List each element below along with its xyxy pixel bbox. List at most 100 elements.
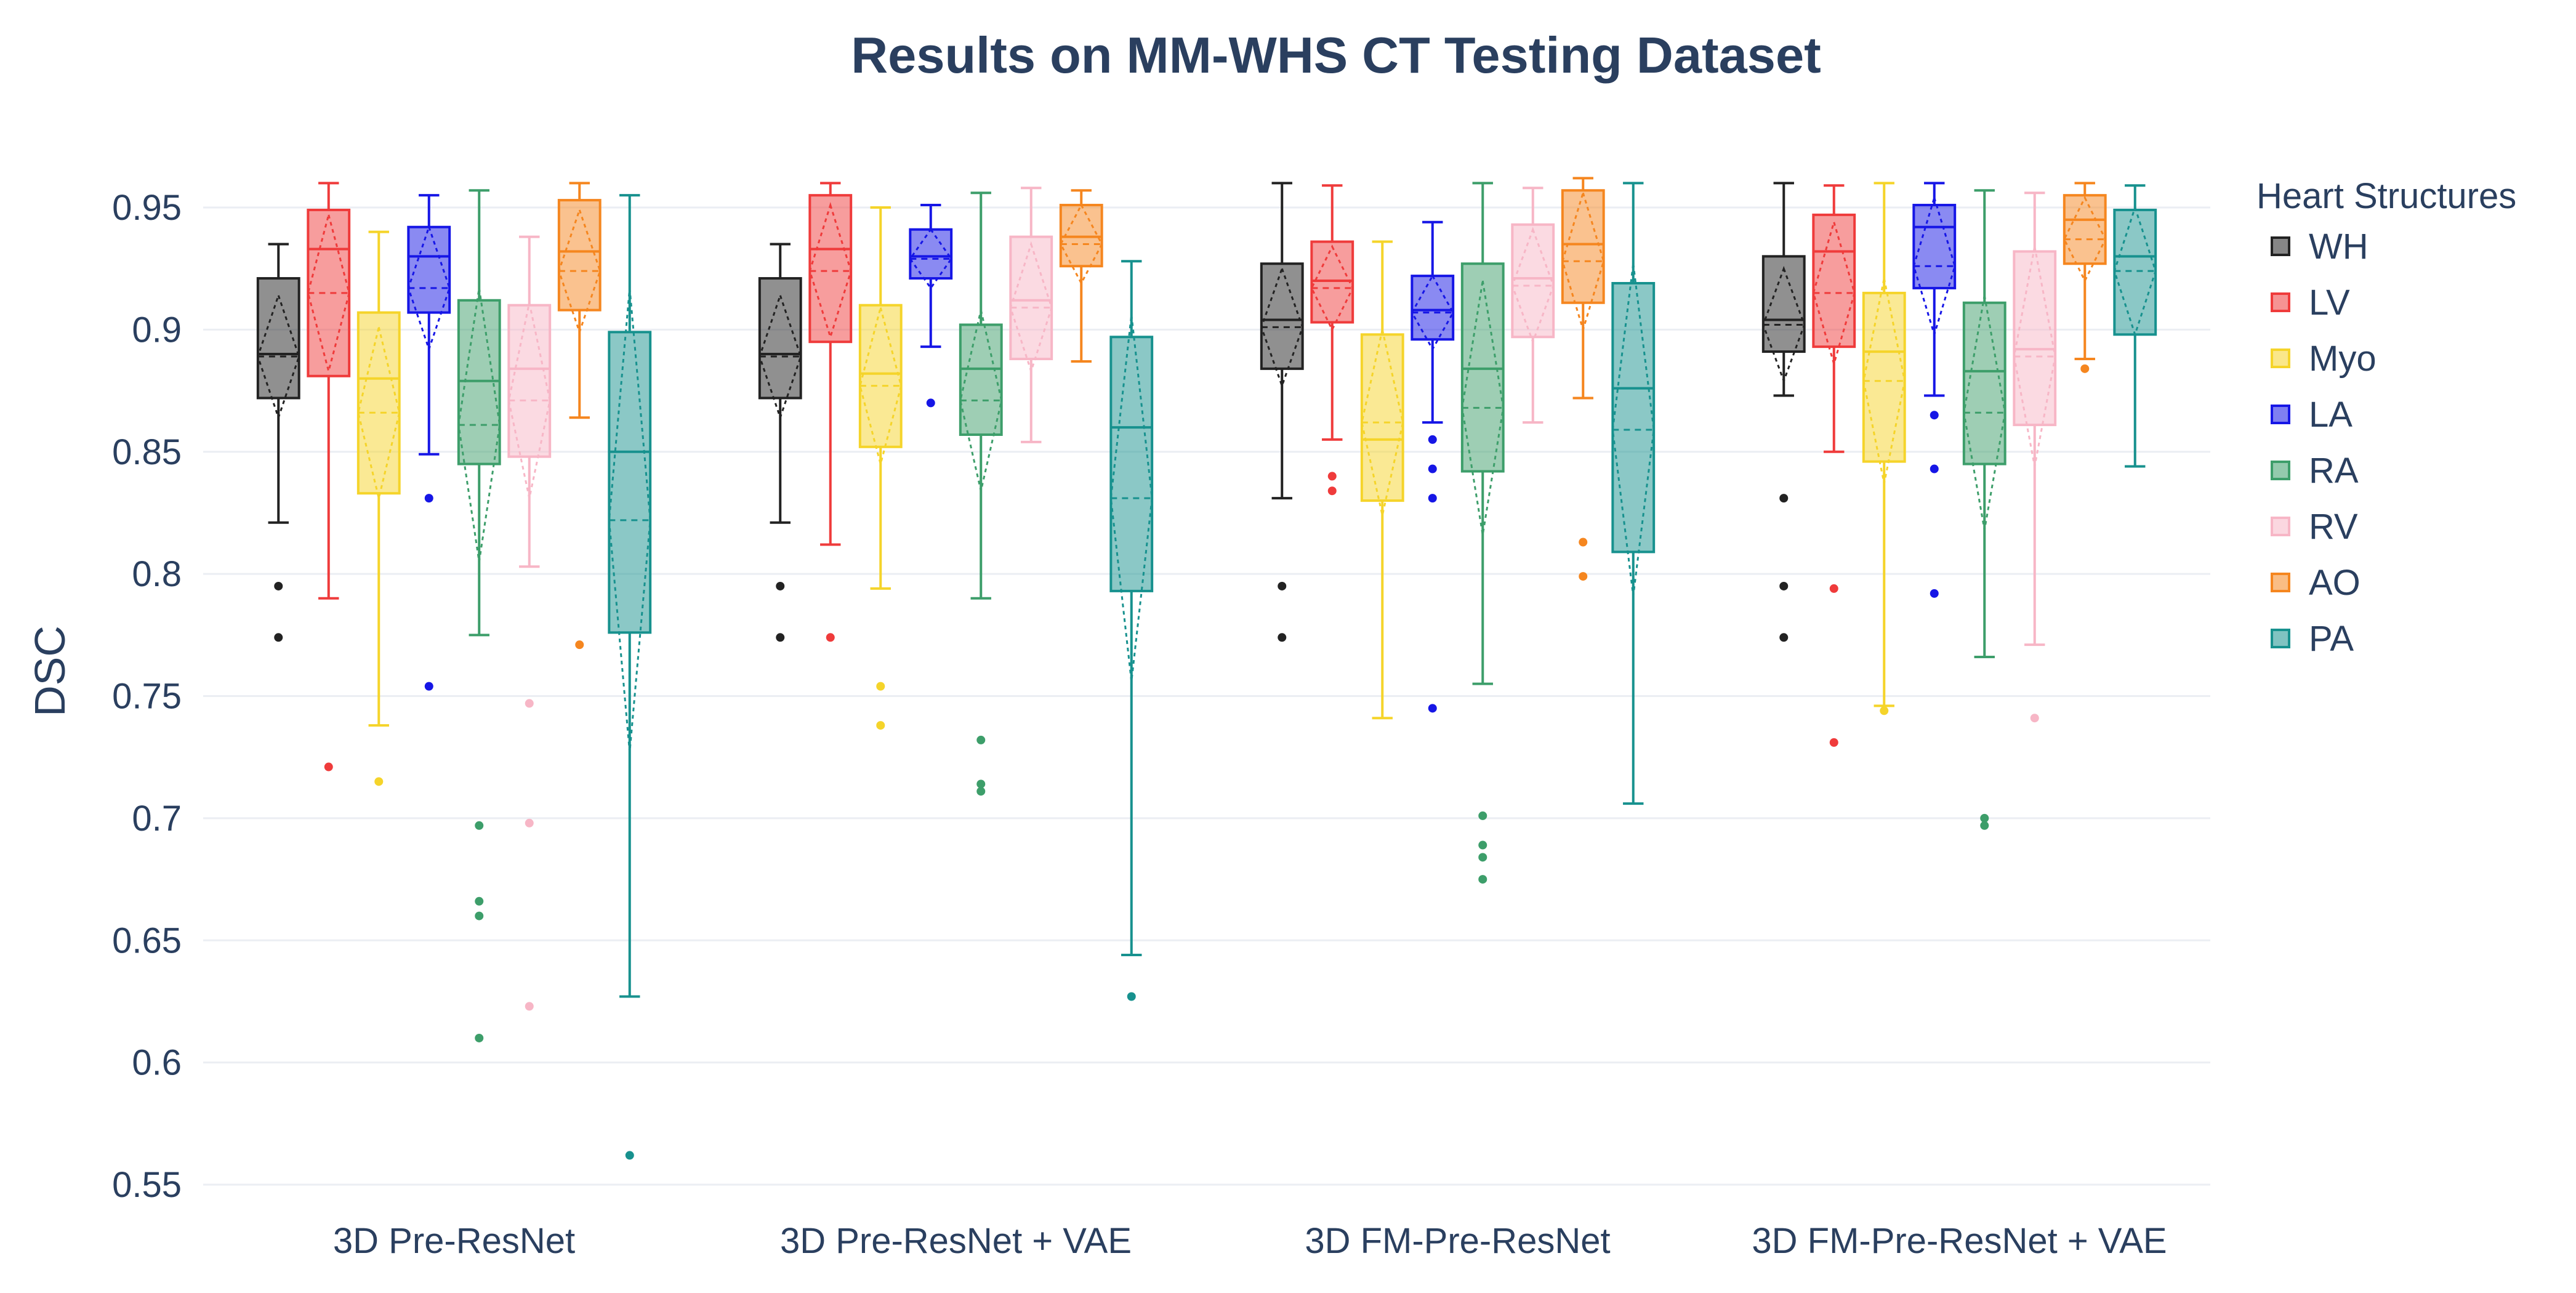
outlier-point [1930,411,1939,420]
box-la-2 [909,204,953,408]
box-body [1009,235,1053,360]
legend-label: Myo [2309,339,2377,379]
sd-diamond [2063,195,2107,283]
box-body [557,199,602,312]
outlier-point [1478,840,1487,850]
sd-diamond [1762,265,1806,384]
y-tick-label: 0.9 [132,310,182,350]
legend-swatch [2271,236,2290,256]
box-lv-3 [1310,184,1354,496]
sd-diamond [257,292,300,421]
box-ao-4 [2063,182,2107,373]
outlier-point [776,633,785,642]
box-body [1962,301,2006,465]
outlier-point [575,640,584,650]
outlier-point [1478,875,1487,884]
outlier-point [826,633,835,642]
outlier-point [1579,538,1588,547]
sd-diamond [608,288,651,752]
legend-item-ra: RA [2271,451,2359,491]
legend-item-lv: LV [2271,283,2350,323]
box-ra-1 [457,189,501,1042]
y-tick-label: 0.8 [132,554,182,594]
outlier-point [475,911,484,920]
sd-diamond [1310,244,1354,332]
legend-items: WH LV Myo LA RA RV AO PA [2271,227,2377,659]
box-body [1912,204,1957,289]
x-tick-label: 3D FM-Pre-ResNet [1305,1221,1610,1261]
outlier-point [1428,494,1437,503]
box-ra-2 [959,191,1003,796]
legend-label: AO [2309,563,2361,603]
box-la-1 [407,194,451,691]
outlier-point [324,762,333,771]
outlier-point [926,398,935,408]
legend-swatch [2271,517,2290,536]
outlier-point [475,1033,484,1042]
legend-item-myo: Myo [2271,339,2377,379]
box-wh-3 [1260,182,1304,642]
legend-swatch [2271,461,2290,480]
y-tick-label: 0.85 [112,432,182,472]
legend-label: LA [2309,395,2353,435]
box-ra-3 [1460,182,1505,884]
box-body [1260,262,1304,370]
sd-diamond [1260,265,1304,389]
outlier-point [1880,706,1889,715]
outlier-point [1478,853,1487,862]
outlier-point [1327,472,1337,481]
outlier-point [1829,738,1838,747]
outlier-point [475,821,484,830]
sd-diamond [1963,295,2006,530]
box-body [1360,333,1404,502]
legend-item-rv: RV [2271,507,2358,547]
sd-diamond [1109,315,1153,682]
sd-diamond [2113,204,2157,338]
outlier-point [976,735,986,744]
outlier-point [374,777,384,786]
legend-label: RV [2309,507,2358,547]
box-body [2013,250,2057,427]
outlier-point [1579,572,1588,581]
box-layer [256,177,2157,1160]
outlier-point [976,779,986,789]
sd-diamond [1009,241,1053,374]
box-body [959,323,1003,436]
outlier-point [525,699,534,708]
box-ao-3 [1561,177,1605,581]
sd-diamond [1912,194,1956,338]
legend-item-ao: AO [2271,563,2361,603]
box-body [1511,223,1555,339]
outlier-point [1428,704,1437,713]
box-lv-4 [1812,184,1856,747]
box-body [1109,336,1154,592]
legend-item-wh: WH [2271,227,2369,267]
outlier-point [475,896,484,906]
tick-layer: 0.55 0.6 0.65 0.7 0.75 0.8 0.85 0.9 0.95 3D Pre-R… [112,188,2167,1261]
y-axis-label: DSC [26,626,74,717]
sd-diamond [759,292,802,421]
box-la-4 [1912,182,1957,598]
sd-diamond [959,310,1003,491]
y-tick-label: 0.55 [112,1165,182,1205]
outlier-point [1829,584,1838,593]
box-lv-2 [808,182,853,642]
y-tick-label: 0.95 [112,188,182,228]
sd-diamond [1511,227,1555,345]
sd-diamond [1812,219,1856,368]
box-pa-2 [1109,260,1154,1001]
outlier-point [1930,464,1939,473]
outlier-point [274,633,283,642]
box-rv-1 [507,235,552,1011]
legend-swatch [2271,405,2290,424]
box-wh-4 [1761,182,1806,642]
legend-label: WH [2309,227,2369,267]
x-tick-label: 3D Pre-ResNet + VAE [780,1221,1132,1261]
legend-label: LV [2309,283,2350,323]
box-body [1812,213,1856,348]
box-myo-3 [1360,240,1404,720]
sd-diamond [1561,189,1605,333]
y-tick-label: 0.7 [132,799,182,839]
